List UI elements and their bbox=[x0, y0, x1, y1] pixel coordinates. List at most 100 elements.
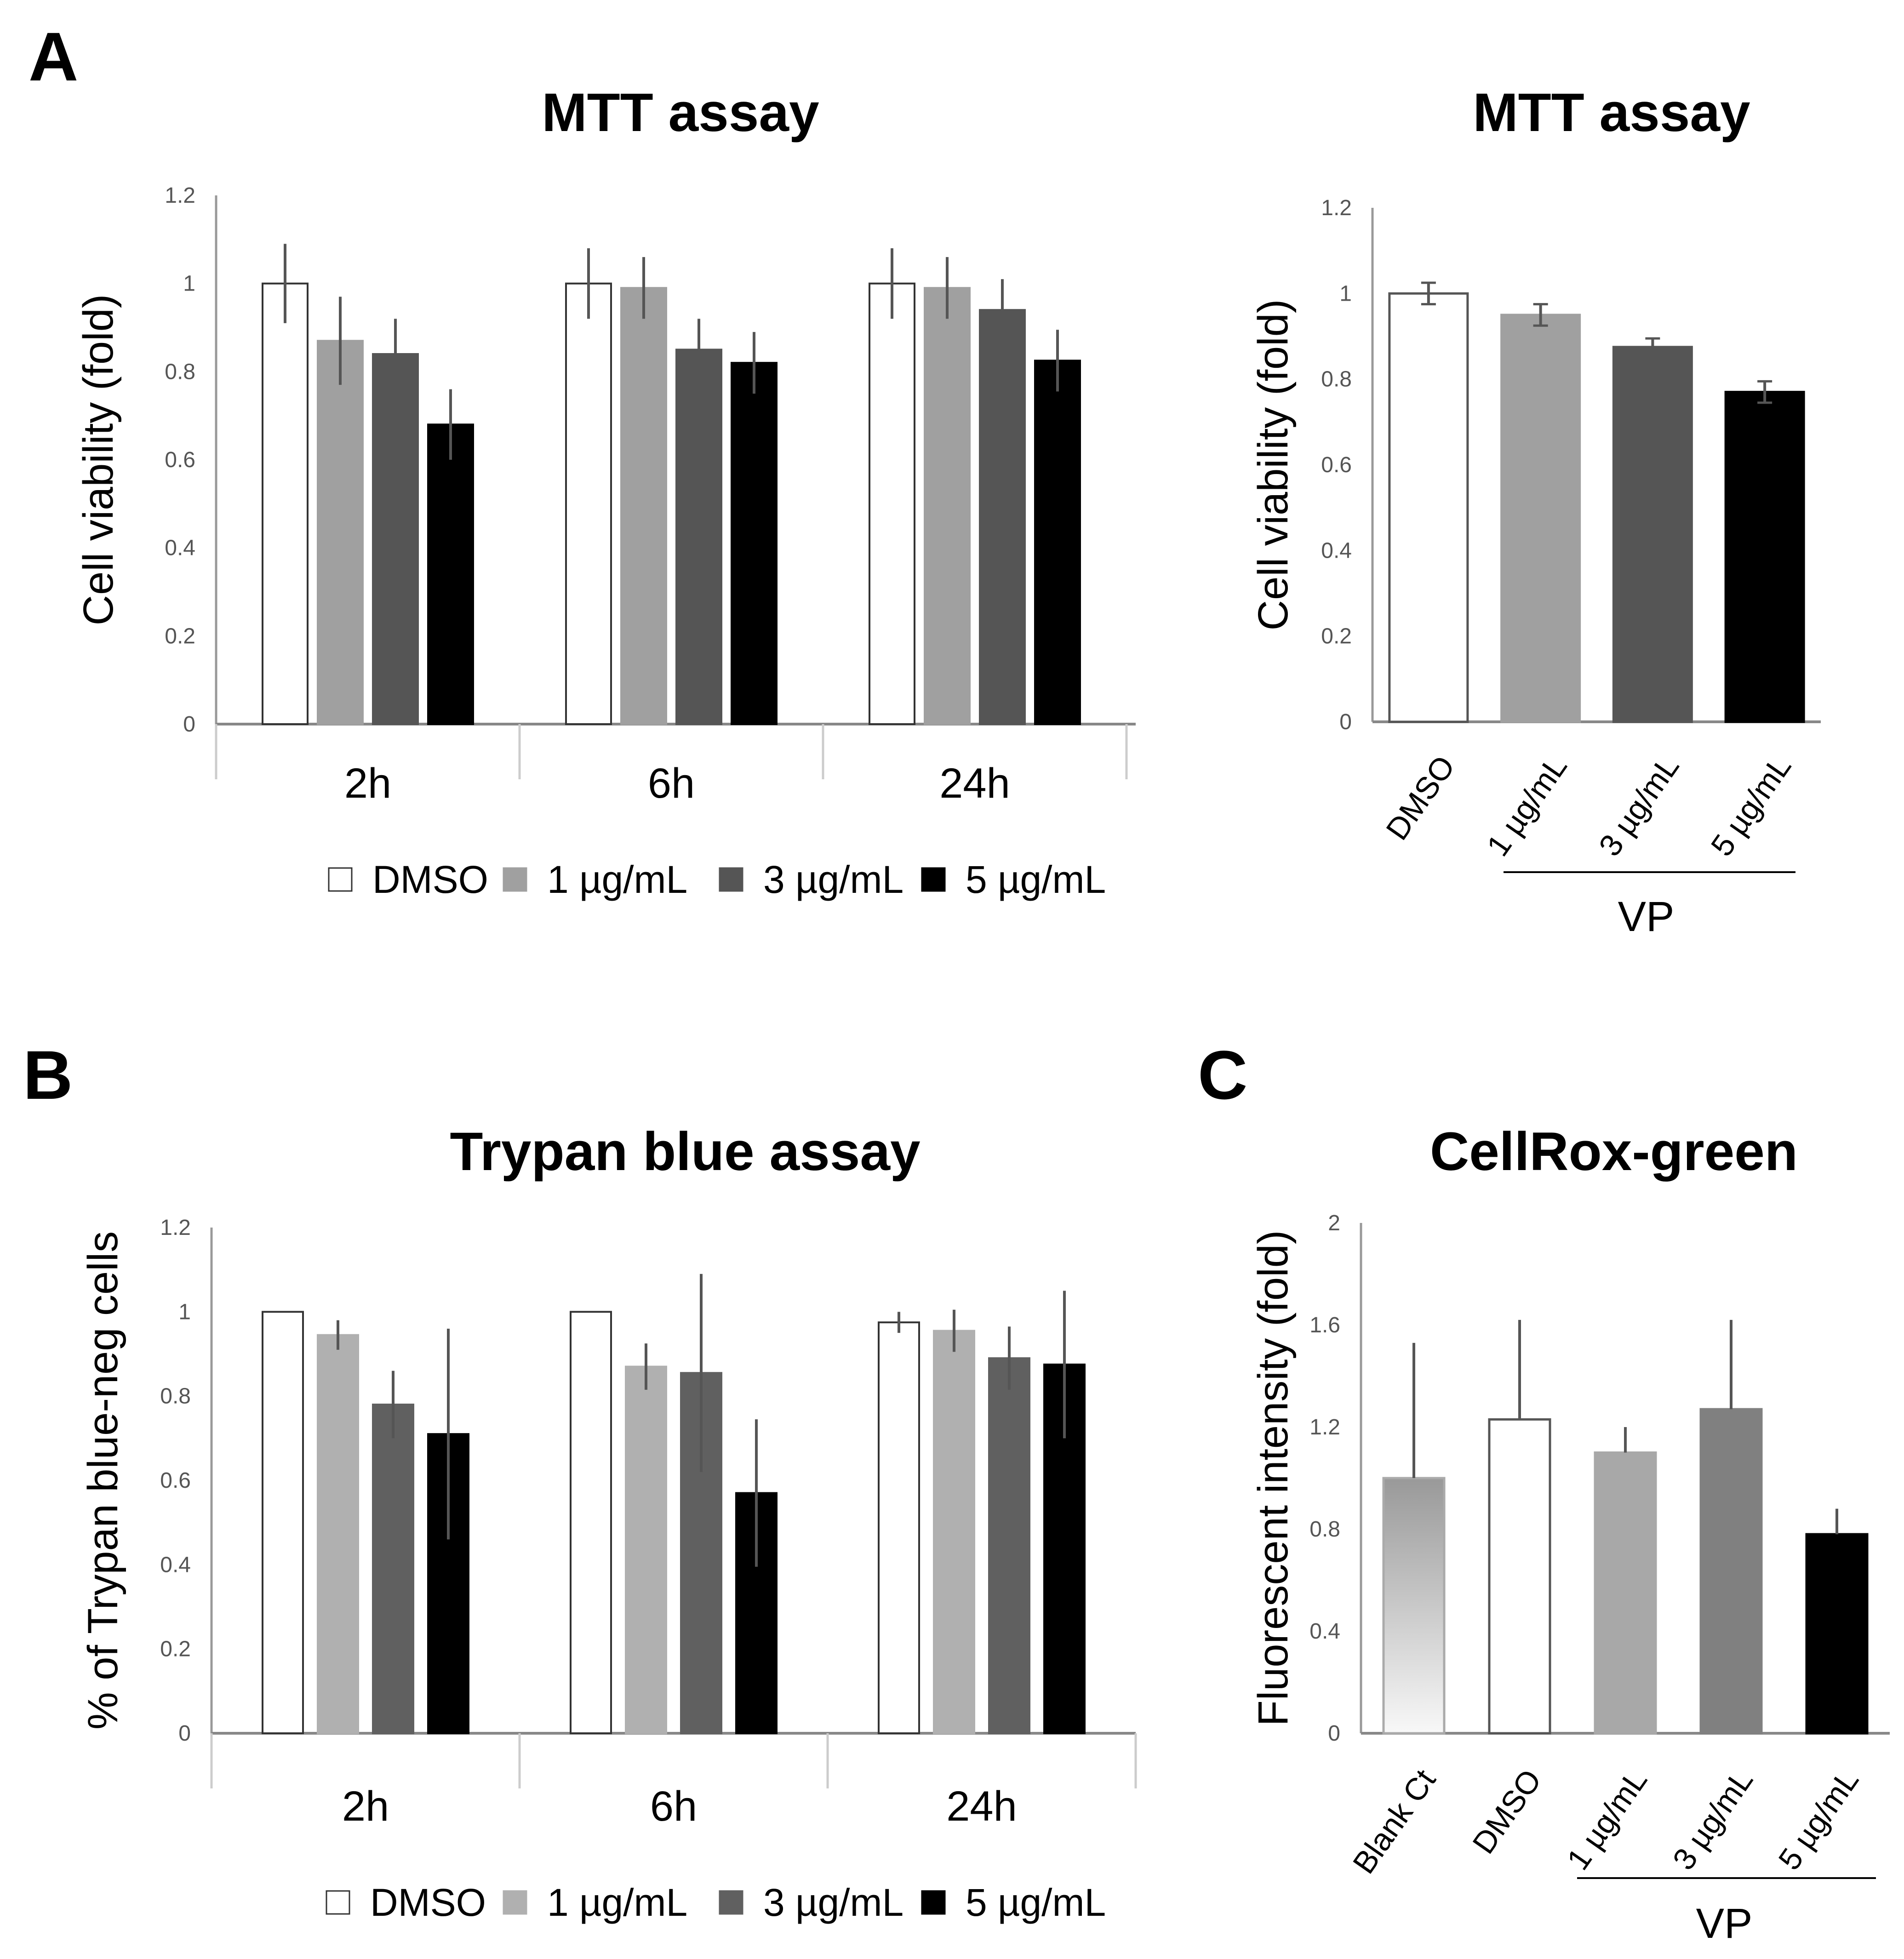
bar bbox=[620, 287, 667, 725]
bar bbox=[262, 1311, 304, 1734]
bar bbox=[869, 282, 915, 725]
legend-swatch bbox=[719, 867, 743, 892]
y-tick-label: 0 bbox=[1328, 1721, 1340, 1746]
y-tick-label: 0.6 bbox=[165, 448, 195, 472]
y-tick-label: 1 bbox=[183, 272, 195, 296]
legend-swatch bbox=[326, 1890, 350, 1915]
x-tick-label: 3 µg/mL bbox=[1666, 1763, 1760, 1876]
y-tick-label: 0.8 bbox=[1309, 1517, 1340, 1542]
panel-label-a: A bbox=[29, 18, 78, 95]
x-tick-label: 6h bbox=[648, 760, 695, 807]
x-tick-label: DMSO bbox=[1379, 749, 1462, 846]
bar bbox=[1388, 292, 1469, 723]
bar bbox=[731, 362, 778, 725]
bar bbox=[979, 309, 1026, 725]
y-tick-label: 0 bbox=[183, 712, 195, 737]
x-tick-label: 2h bbox=[344, 760, 391, 807]
legend-label: 5 µg/mL bbox=[966, 1881, 1106, 1924]
legend-swatch bbox=[503, 867, 527, 892]
y-tick-label: 0.4 bbox=[1321, 538, 1352, 563]
y-axis-label: Cell viability (fold) bbox=[75, 294, 122, 626]
y-tick-label: 2 bbox=[1328, 1211, 1340, 1235]
chart-title: CellRox-green bbox=[1430, 1121, 1798, 1182]
y-tick-label: 1.2 bbox=[160, 1216, 191, 1240]
legend-swatch bbox=[719, 1890, 743, 1915]
bar bbox=[317, 1334, 359, 1734]
y-tick-label: 0.8 bbox=[160, 1384, 191, 1409]
bar bbox=[570, 1311, 612, 1734]
y-axis-label: Fluorescent intensity (fold) bbox=[1250, 1230, 1297, 1726]
bar bbox=[317, 340, 364, 725]
y-tick-label: 0.4 bbox=[165, 536, 195, 560]
y-tick-label: 0 bbox=[1339, 710, 1352, 734]
y-tick-label: 1.6 bbox=[1309, 1313, 1340, 1337]
legend-swatch bbox=[328, 867, 353, 892]
bar bbox=[878, 1321, 920, 1734]
chart-a1: MTT assay 0 0.2 0.4 0.6 0.8 1 1.2 Cell viability… bbox=[75, 82, 1136, 901]
bar bbox=[1488, 1418, 1551, 1735]
bar bbox=[1612, 346, 1693, 723]
y-tick-label: 1.2 bbox=[1309, 1415, 1340, 1439]
y-tick-label: 0 bbox=[178, 1721, 191, 1746]
bar bbox=[1034, 360, 1081, 725]
bar bbox=[1805, 1533, 1869, 1735]
bar bbox=[1594, 1451, 1657, 1735]
bar bbox=[988, 1357, 1030, 1735]
bar bbox=[372, 1404, 414, 1734]
x-tick-label: 24h bbox=[946, 1783, 1017, 1830]
x-tick-label: 5 µg/mL bbox=[1704, 749, 1798, 862]
bar bbox=[625, 1365, 667, 1734]
chart-title: Trypan blue assay bbox=[450, 1121, 920, 1182]
x-tick-label: 2h bbox=[342, 1783, 389, 1830]
bar bbox=[1500, 314, 1581, 723]
panel-label-c: C bbox=[1198, 1036, 1247, 1114]
vp-group-label: VP bbox=[1696, 1900, 1753, 1947]
y-tick-label: 1.2 bbox=[165, 183, 195, 208]
x-tick-label: 3 µg/mL bbox=[1592, 749, 1686, 862]
y-tick-label: 0.8 bbox=[1321, 367, 1352, 392]
y-tick-label: 0.4 bbox=[160, 1553, 191, 1577]
y-tick-label: 0.6 bbox=[1321, 453, 1352, 477]
chart-title: MTT assay bbox=[542, 82, 819, 143]
panel-label-b: B bbox=[23, 1036, 73, 1114]
legend-label: 1 µg/mL bbox=[547, 1881, 687, 1924]
y-tick-label: 1.2 bbox=[1321, 196, 1352, 220]
bar bbox=[1724, 391, 1805, 723]
legend-label: DMSO bbox=[370, 1881, 486, 1924]
x-tick-label: 24h bbox=[939, 760, 1010, 807]
y-axis-label: % of Trypan blue-neg cells bbox=[80, 1231, 126, 1730]
legend-label: 3 µg/mL bbox=[763, 858, 903, 901]
bar bbox=[1382, 1477, 1446, 1735]
bar bbox=[427, 423, 474, 725]
vp-group-label: VP bbox=[1618, 893, 1675, 940]
bar bbox=[565, 282, 612, 725]
bar bbox=[372, 353, 419, 725]
x-tick-label: 1 µg/mL bbox=[1480, 749, 1574, 862]
x-tick-label: 5 µg/mL bbox=[1772, 1763, 1865, 1876]
bar bbox=[1699, 1408, 1763, 1735]
bar bbox=[924, 287, 971, 725]
y-tick-label: 0.8 bbox=[165, 360, 195, 384]
chart-a2: MTT assay 0 0.2 0.4 0.6 0.8 1 1.2 Cell viability… bbox=[1250, 82, 1821, 940]
chart-c: CellRox-green 0 0.4 0.8 1.2 1.6 2 Fluorescent i… bbox=[1250, 1121, 1890, 1947]
legend-label: 1 µg/mL bbox=[547, 858, 687, 901]
bar bbox=[933, 1330, 975, 1734]
x-tick-label: DMSO bbox=[1466, 1763, 1548, 1860]
y-tick-label: 0.2 bbox=[160, 1637, 191, 1662]
y-axis-label: Cell viability (fold) bbox=[1250, 299, 1297, 631]
legend-label: 3 µg/mL bbox=[763, 1881, 903, 1924]
x-tick-label: 1 µg/mL bbox=[1560, 1763, 1654, 1876]
bar bbox=[262, 282, 309, 725]
legend-label: DMSO bbox=[372, 858, 488, 901]
x-tick-label: 6h bbox=[650, 1783, 697, 1830]
bar bbox=[675, 348, 722, 725]
y-tick-label: 1 bbox=[178, 1300, 191, 1324]
legend-swatch bbox=[921, 867, 946, 892]
legend-swatch bbox=[921, 1890, 946, 1915]
legend-swatch bbox=[503, 1890, 527, 1915]
y-tick-label: 0.4 bbox=[1309, 1619, 1340, 1644]
chart-b: Trypan blue assay 0 0.2 0.4 0.6 0.8 1 1.2 % of T… bbox=[80, 1121, 1137, 1924]
x-tick-label: Blank Ct bbox=[1346, 1763, 1443, 1880]
y-tick-label: 1 bbox=[1339, 281, 1352, 306]
